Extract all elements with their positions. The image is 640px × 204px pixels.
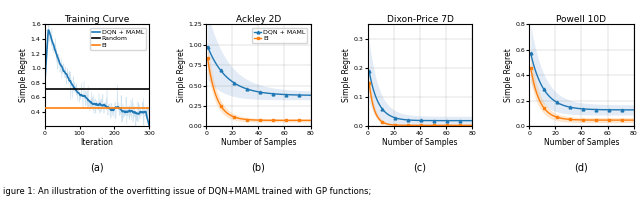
EI — [456, 124, 464, 126]
DQN + MAML — [527, 52, 534, 55]
EI — [270, 119, 278, 122]
DQN + MAML — [468, 119, 476, 122]
Text: (b): (b) — [252, 162, 266, 172]
DQN + MAML — [138, 110, 145, 113]
Text: (a): (a) — [90, 162, 104, 172]
Line: DQN + MAML: DQN + MAML — [529, 52, 635, 111]
Y-axis label: Simple Regret: Simple Regret — [19, 49, 28, 102]
EI — [618, 119, 626, 121]
Line: EI: EI — [206, 57, 312, 122]
EI — [597, 119, 605, 121]
DQN + MAML — [266, 92, 274, 95]
DQN + MAML — [113, 106, 120, 109]
EI — [295, 119, 303, 122]
Text: igure 1: An illustration of the overfitting issue of DQN+MAML trained with GP fu: igure 1: An illustration of the overfitt… — [3, 187, 371, 196]
DQN + MAML — [274, 93, 282, 95]
Y-axis label: Simple Regret: Simple Regret — [177, 49, 186, 102]
DQN + MAML — [124, 111, 131, 113]
DQN + MAML — [41, 82, 49, 84]
Text: (c): (c) — [413, 162, 426, 172]
Line: EI: EI — [368, 82, 474, 127]
Random — [42, 87, 49, 90]
EI — [307, 119, 314, 122]
EI — [250, 119, 257, 121]
DQN + MAML — [44, 29, 52, 31]
EI — [204, 57, 211, 60]
X-axis label: Iteration: Iteration — [81, 139, 113, 147]
EI — [266, 119, 274, 122]
Legend: DQN + MAML, Random, EI: DQN + MAML, Random, EI — [90, 28, 146, 50]
EI — [630, 119, 637, 121]
DQN + MAML — [432, 119, 440, 122]
DQN + MAML — [411, 119, 419, 122]
DQN + MAML — [593, 108, 601, 111]
DQN + MAML — [618, 109, 626, 111]
Line: DQN + MAML: DQN + MAML — [368, 70, 474, 122]
Y-axis label: Simple Regret: Simple Regret — [342, 49, 351, 102]
EI — [411, 124, 419, 126]
EI — [42, 107, 49, 110]
DQN + MAML — [307, 94, 314, 96]
EI — [436, 124, 444, 126]
EI — [265, 119, 273, 122]
DQN + MAML — [270, 93, 278, 95]
DQN + MAML — [129, 111, 137, 114]
DQN + MAML — [365, 70, 373, 73]
X-axis label: Number of Samples: Number of Samples — [544, 139, 620, 147]
EI — [589, 119, 597, 121]
Legend: DQN + MAML, EI: DQN + MAML, EI — [252, 28, 307, 43]
Line: EI: EI — [529, 67, 635, 122]
EI — [426, 124, 434, 126]
DQN + MAML — [250, 90, 257, 92]
DQN + MAML — [428, 119, 436, 122]
DQN + MAML — [295, 94, 303, 96]
EI — [593, 119, 601, 121]
DQN + MAML — [588, 108, 596, 111]
DQN + MAML — [83, 97, 91, 100]
EI — [428, 124, 436, 126]
Y-axis label: Simple Regret: Simple Regret — [504, 49, 513, 102]
EI — [527, 67, 534, 69]
EI — [468, 124, 476, 126]
DQN + MAML — [204, 45, 211, 48]
Title: Training Curve: Training Curve — [64, 15, 129, 24]
Line: DQN + MAML: DQN + MAML — [206, 45, 312, 97]
EI — [572, 119, 580, 121]
DQN + MAML — [426, 119, 434, 122]
DQN + MAML — [630, 109, 637, 111]
DQN + MAML — [436, 119, 444, 122]
EI — [365, 82, 373, 84]
Line: DQN + MAML: DQN + MAML — [45, 30, 149, 125]
EI — [588, 119, 596, 121]
DQN + MAML — [145, 124, 153, 126]
EI — [274, 119, 282, 122]
DQN + MAML — [597, 108, 605, 111]
DQN + MAML — [265, 92, 273, 95]
Title: Powell 10D: Powell 10D — [557, 15, 607, 24]
EI — [41, 107, 49, 110]
X-axis label: Number of Samples: Number of Samples — [221, 139, 296, 147]
Random — [41, 87, 49, 90]
Title: Ackley 2D: Ackley 2D — [236, 15, 281, 24]
X-axis label: Number of Samples: Number of Samples — [382, 139, 458, 147]
DQN + MAML — [456, 119, 464, 122]
DQN + MAML — [572, 107, 580, 109]
Title: Dixon-Price 7D: Dixon-Price 7D — [387, 15, 453, 24]
DQN + MAML — [87, 101, 95, 103]
EI — [432, 124, 440, 126]
DQN + MAML — [589, 108, 597, 111]
Text: (d): (d) — [575, 162, 588, 172]
